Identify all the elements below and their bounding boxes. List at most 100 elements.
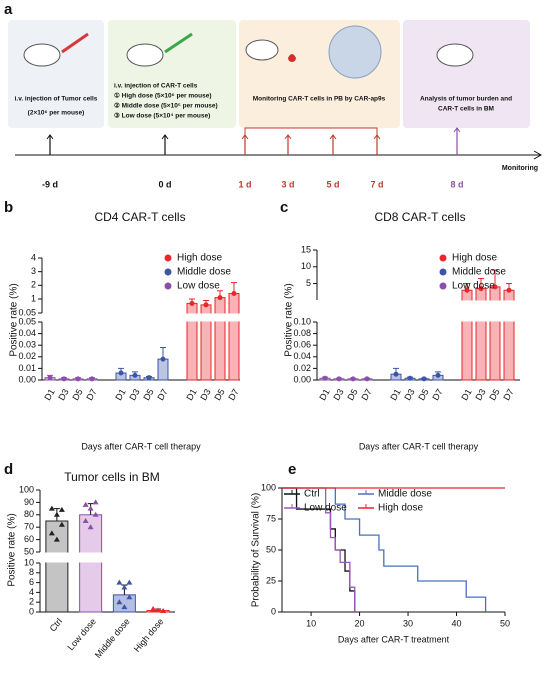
box-text: ③ Low dose (5×10⁴ per mouse) [114, 112, 210, 120]
y-tick-label: 0 [29, 606, 34, 616]
point [126, 579, 133, 585]
y-axis-label: Probability of Survival (%) [251, 493, 262, 607]
y-tick-label: 60 [24, 534, 34, 544]
bar-dot [146, 375, 152, 381]
end-label: Monitoring [502, 165, 538, 172]
x-axis-label: Days after CAR-T cell therapy [81, 441, 201, 451]
y-tick-label: 0.01 [18, 363, 36, 373]
axis-break [41, 313, 241, 322]
y-axis-label: Positive rate (%) [7, 513, 18, 586]
y-tick-label: 0.08 [293, 328, 311, 338]
y-tick-label: 6 [29, 577, 34, 587]
x-tick-label: 10 [306, 618, 316, 628]
chart-title: CD8 CAR-T cells [374, 210, 465, 224]
arrow-head [46, 134, 54, 140]
bar-dot [189, 300, 195, 306]
x-tick-label: D7 [155, 387, 169, 402]
bar-dot [506, 287, 512, 293]
x-tick-label: D7 [359, 387, 373, 402]
x-tick-label: 30 [403, 618, 413, 628]
y-tick-label: 75 [266, 513, 276, 523]
time-label: 3 d [281, 179, 294, 189]
y-tick-label: 100 [19, 484, 34, 494]
panel-label: c [280, 199, 288, 216]
arrow-head [453, 127, 461, 133]
y-tick-label: 50 [24, 546, 34, 556]
x-tick-label: D3 [198, 387, 212, 402]
x-tick-label: D5 [416, 387, 430, 402]
bracket [244, 127, 378, 135]
mouse [436, 43, 474, 67]
x-tick-label: D1 [459, 387, 473, 402]
car-t-cell [328, 25, 382, 79]
y-tick-label: 0.04 [18, 328, 36, 338]
bar-dot [407, 375, 413, 381]
bar [157, 358, 169, 381]
y-tick-label: 0.06 [293, 340, 311, 350]
y-tick-label: 1 [31, 293, 36, 303]
bar [79, 514, 103, 613]
y-tick-label: 4 [29, 587, 34, 597]
chart-title: Tumor cells in BM [64, 470, 160, 484]
point [53, 536, 60, 542]
bar-dot [231, 291, 237, 297]
legend-marker [439, 268, 447, 276]
panel-label: b [4, 199, 13, 216]
time-label: 1 d [238, 179, 251, 189]
x-tick-label: D3 [402, 387, 416, 402]
mouse [23, 43, 61, 67]
bar-dot [89, 376, 95, 382]
y-tick-label: 8 [29, 567, 34, 577]
bar-dot [118, 370, 124, 376]
legend-label: Low dose [304, 503, 347, 514]
legend-marker [164, 254, 172, 262]
bar-dot [350, 376, 356, 382]
y-tick-label: 100 [261, 482, 276, 492]
x-tick-label: 40 [452, 618, 462, 628]
blood-drop [288, 54, 296, 62]
survival-line [282, 487, 356, 612]
y-tick-label: 0.04 [293, 351, 311, 361]
x-tick-label: D7 [430, 387, 444, 402]
panel-label: e [288, 461, 296, 478]
y-tick-label: 3 [31, 266, 36, 276]
x-tick-label: D1 [388, 387, 402, 402]
y-tick-label: 0.02 [18, 351, 36, 361]
mouse [245, 39, 279, 61]
x-tick-label: 20 [355, 618, 365, 628]
point [87, 505, 94, 511]
x-tick-label: 50 [500, 618, 510, 628]
bar-dot [61, 376, 67, 382]
y-tick-label: 0.00 [18, 374, 36, 384]
time-label: -9 d [42, 179, 58, 189]
point [48, 505, 55, 511]
x-tick-label: Ctrl [48, 616, 65, 633]
x-tick-label: D3 [473, 387, 487, 402]
panel-label: d [4, 461, 13, 478]
x-axis-label: Days after CAR-T cell therapy [359, 441, 479, 451]
point [121, 584, 128, 590]
y-tick-label: 2 [31, 280, 36, 290]
syringe [164, 32, 193, 54]
y-tick-label: 15 [301, 244, 311, 254]
legend-label: Middle dose [378, 489, 432, 500]
y-tick-label: 0.02 [293, 363, 311, 373]
box-text: ① High dose (5×10⁶ per mouse) [114, 92, 212, 100]
arrow-head [161, 134, 169, 140]
point [58, 506, 65, 512]
arrow-head [241, 134, 249, 140]
y-tick-label: 4 [31, 252, 36, 262]
bar-dot [364, 376, 370, 382]
x-axis-label: Days after CAR-T treatment [338, 634, 450, 644]
y-tick-label: 2 [29, 597, 34, 607]
point [82, 501, 89, 507]
y-tick-label: 80 [24, 509, 34, 519]
x-tick-label: D1 [317, 387, 331, 402]
y-tick-label: 10 [301, 261, 311, 271]
y-tick-label: 5 [306, 278, 311, 288]
y-tick-label: 0.10 [293, 316, 311, 326]
x-tick-label: D1 [113, 387, 127, 402]
point [58, 521, 65, 527]
legend-label: Middle dose [177, 267, 231, 278]
bar-dot [322, 375, 328, 381]
